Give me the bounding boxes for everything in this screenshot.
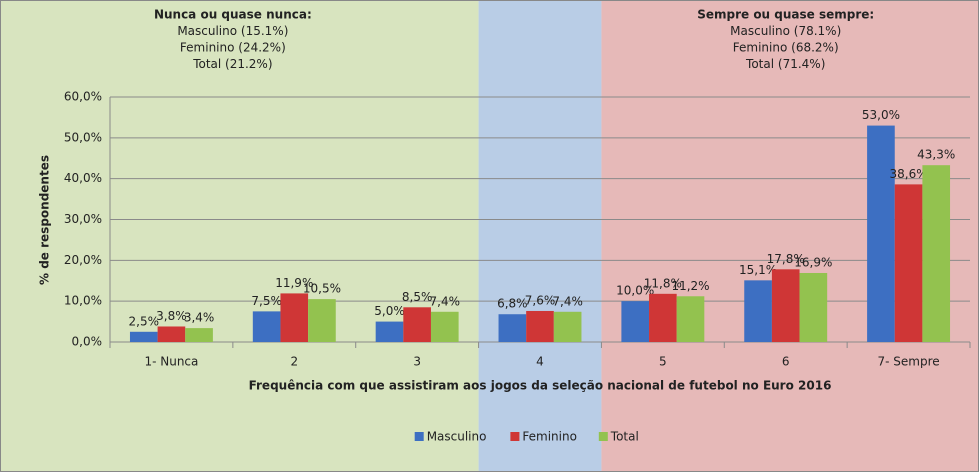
value-label: 10,0%	[616, 284, 654, 298]
background-band	[0, 0, 479, 472]
bar	[280, 293, 309, 342]
bar	[308, 299, 336, 342]
value-label: 17,8%	[767, 252, 805, 266]
bar	[157, 326, 186, 342]
value-label: 11,8%	[644, 276, 682, 290]
value-label: 53,0%	[862, 108, 900, 122]
x-tick-label: 1- Nunca	[144, 355, 198, 369]
value-label: 11,9%	[275, 276, 313, 290]
bar	[744, 280, 772, 342]
legend-label: Total	[610, 430, 639, 444]
value-label: 6,8%	[497, 297, 528, 311]
bar	[252, 311, 281, 342]
y-axis-title: % de respondentes	[38, 155, 52, 285]
value-label: 7,4%	[552, 294, 583, 308]
y-tick-label: 30,0%	[64, 212, 102, 226]
value-label: 7,6%	[525, 293, 556, 307]
y-tick-label: 10,0%	[64, 294, 102, 308]
value-label: 38,6%	[890, 167, 928, 181]
bar	[922, 165, 951, 342]
x-tick-label: 7- Sempre	[878, 355, 940, 369]
value-label: 3,4%	[184, 311, 215, 325]
annotation: Masculino (15.1%)	[177, 24, 288, 38]
y-tick-label: 0,0%	[72, 335, 103, 349]
annotation: Sempre ou quase sempre:	[697, 8, 874, 22]
value-label: 7,5%	[251, 294, 282, 308]
bar	[526, 310, 554, 342]
x-tick-label: 6	[782, 355, 790, 369]
background-band	[478, 0, 602, 472]
x-axis-title: Frequência com que assistiram aos jogos …	[249, 379, 832, 393]
bar	[621, 301, 650, 342]
value-label: 16,9%	[794, 255, 832, 269]
legend-label: Feminino	[522, 430, 577, 444]
value-label: 5,0%	[374, 304, 405, 318]
bar	[676, 296, 705, 342]
value-label: 11,2%	[671, 279, 709, 293]
y-tick-label: 60,0%	[64, 90, 102, 104]
bar	[553, 311, 582, 342]
y-tick-label: 50,0%	[64, 130, 102, 144]
legend-label: Masculino	[427, 430, 487, 444]
bar	[185, 328, 213, 342]
bar	[867, 125, 895, 342]
bar	[375, 321, 404, 342]
annotation: Feminino (24.2%)	[180, 41, 286, 55]
annotation: Feminino (68.2%)	[733, 41, 839, 55]
annotation: Total (71.4%)	[745, 57, 825, 71]
x-tick-label: 2	[290, 355, 298, 369]
legend-swatch	[510, 432, 520, 441]
bar	[430, 311, 459, 342]
x-tick-label: 4	[536, 355, 544, 369]
bar	[771, 269, 800, 342]
bar	[498, 314, 527, 342]
value-label: 7,4%	[430, 294, 461, 308]
x-tick-label: 3	[413, 355, 421, 369]
bar	[894, 184, 923, 342]
annotation: Masculino (78.1%)	[730, 24, 841, 38]
value-label: 3,8%	[156, 309, 187, 323]
annotation: Total (21.2%)	[192, 57, 272, 71]
y-tick-label: 40,0%	[64, 171, 102, 185]
annotation: Nunca ou quase nunca:	[154, 8, 312, 22]
x-tick-label: 5	[659, 355, 667, 369]
bar	[649, 293, 677, 342]
bar	[799, 272, 828, 342]
value-label: 43,3%	[917, 148, 955, 162]
bar	[129, 331, 158, 342]
value-label: 15,1%	[739, 263, 777, 277]
value-label: 10,5%	[303, 282, 341, 296]
value-label: 8,5%	[402, 290, 433, 304]
value-label: 2,5%	[129, 314, 160, 328]
legend-swatch	[598, 432, 608, 441]
legend-swatch	[414, 432, 424, 441]
bar	[403, 307, 431, 342]
y-tick-label: 20,0%	[64, 253, 102, 267]
